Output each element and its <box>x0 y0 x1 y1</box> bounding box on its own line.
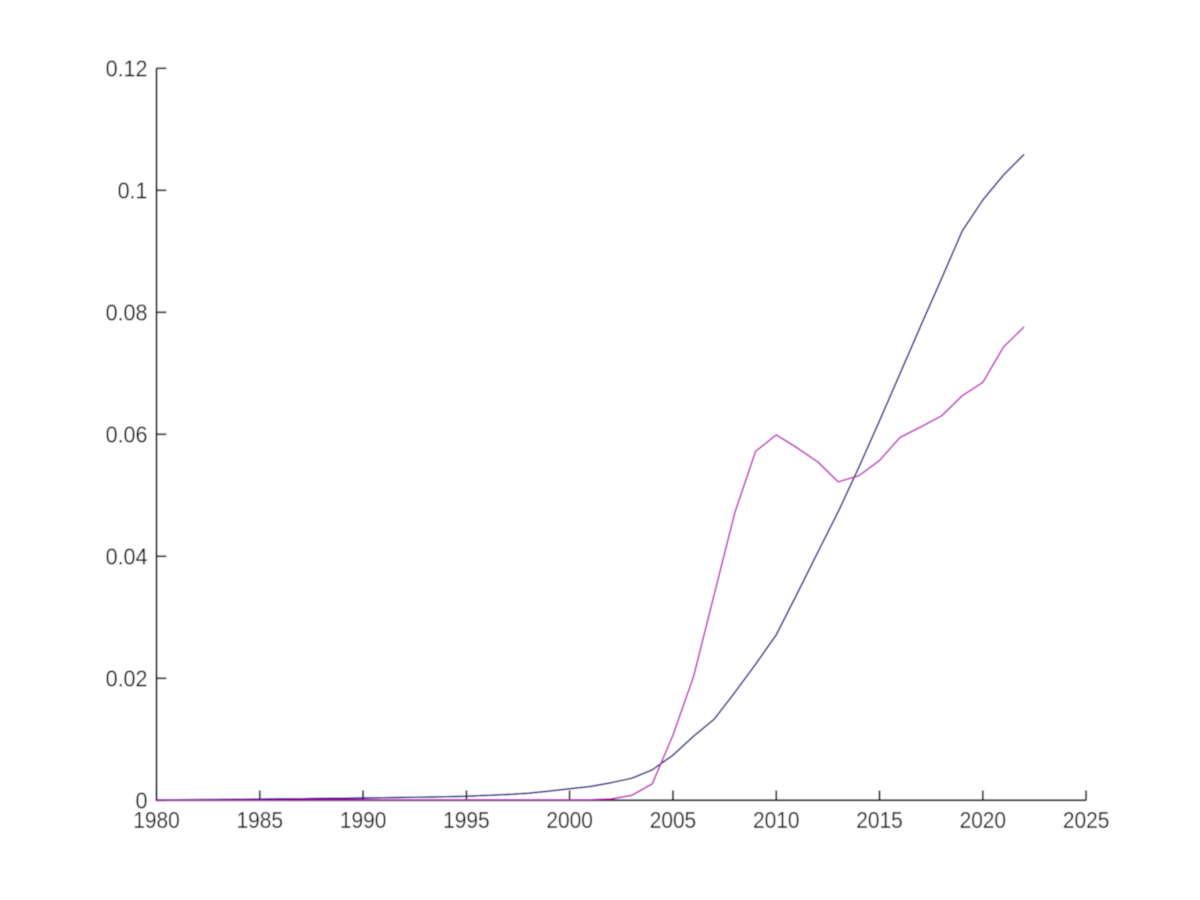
svg-text:0.12: 0.12 <box>106 56 148 82</box>
svg-text:1990: 1990 <box>340 807 387 833</box>
svg-text:0.1: 0.1 <box>118 178 148 204</box>
svg-text:0.06: 0.06 <box>106 422 148 448</box>
svg-text:2000: 2000 <box>546 807 593 833</box>
svg-text:0.08: 0.08 <box>106 300 148 326</box>
svg-text:2020: 2020 <box>960 807 1007 833</box>
svg-text:2010: 2010 <box>753 807 800 833</box>
svg-text:1995: 1995 <box>443 807 490 833</box>
svg-text:2025: 2025 <box>1063 807 1110 833</box>
svg-text:1985: 1985 <box>237 807 284 833</box>
svg-text:0.04: 0.04 <box>106 544 148 570</box>
svg-text:2005: 2005 <box>650 807 697 833</box>
svg-text:0.02: 0.02 <box>106 666 148 692</box>
svg-text:1980: 1980 <box>133 807 180 833</box>
svg-text:2015: 2015 <box>856 807 903 833</box>
svg-text:0: 0 <box>136 788 148 814</box>
